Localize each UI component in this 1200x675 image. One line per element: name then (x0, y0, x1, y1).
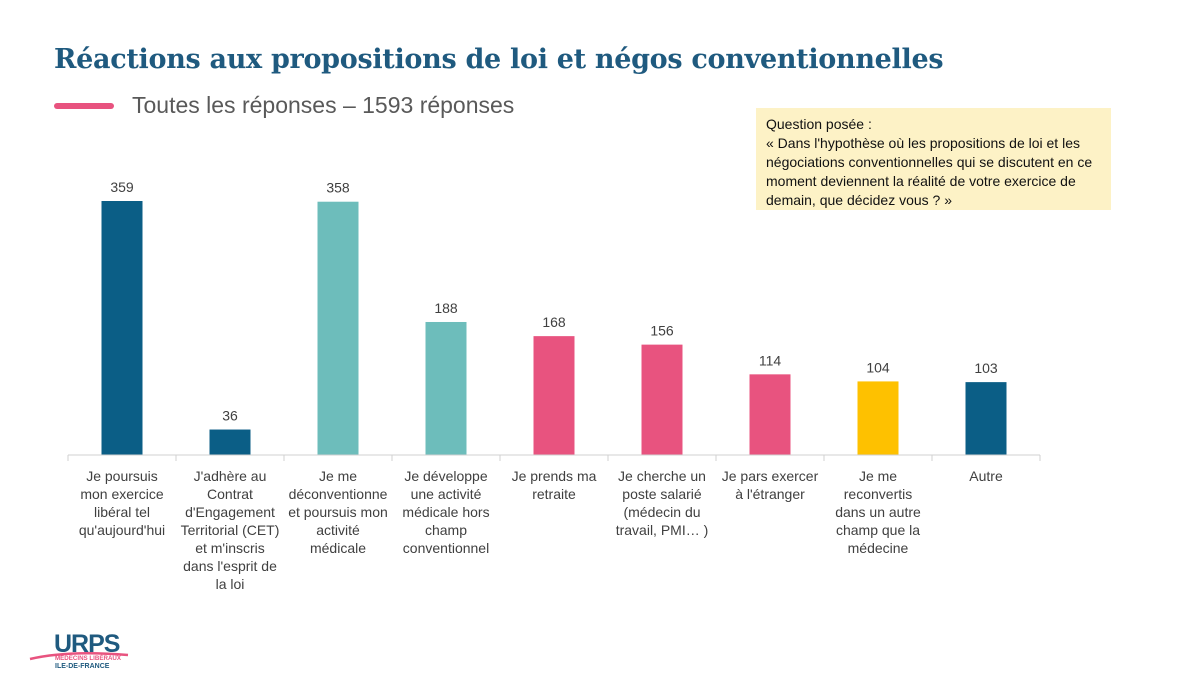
question-box: Question posée : « Dans l'hypothèse où l… (756, 108, 1111, 210)
logo-subtitle-2: ILE-DE-FRANCE (55, 663, 110, 670)
bar (641, 344, 683, 455)
category-label: Je me reconvertis dans un autre champ que l… (835, 468, 921, 556)
bar (533, 336, 575, 455)
legend: Toutes les réponses – 1593 réponses (54, 92, 514, 119)
legend-label: Toutes les réponses – 1593 réponses (132, 92, 515, 118)
category-label: Je développe une activité médicale hors cha… (402, 468, 489, 556)
bar (101, 201, 143, 455)
category-labels-group: Je poursuis mon exercice libéral tel qu'auj… (79, 468, 1003, 592)
category-label: Je cherche un poste salarié (médecin du tra… (616, 468, 709, 538)
bar-value-label: 114 (759, 352, 782, 368)
question-text: « Dans l'hypothèse où les propositions d… (766, 135, 1093, 208)
bar-value-label: 156 (650, 323, 674, 339)
bar-value-label: 104 (866, 359, 890, 375)
x-axis-ticks (67, 455, 1041, 461)
bar (209, 429, 251, 455)
legend-swatch (54, 102, 114, 109)
bar-value-label: 168 (542, 314, 566, 330)
value-labels-group: 359 36 358 188 168 156 114 104 103 (110, 179, 998, 424)
bars-group (101, 201, 1007, 455)
bar-value-label: 103 (974, 360, 998, 376)
category-label: Autre (969, 468, 1003, 484)
question-heading: Question posée : (766, 116, 872, 132)
category-label: Je prends ma retraite (512, 468, 597, 502)
bar-value-label: 358 (326, 180, 350, 196)
bar (965, 382, 1007, 455)
bar (749, 374, 791, 455)
bar-value-label: 188 (434, 300, 458, 316)
urps-logo: URPS MÉDECINS LIBÉRAUX ILE-DE-FRANCE (29, 630, 129, 670)
category-label: J'adhère au Contrat d'Engagement Territoria… (181, 468, 280, 592)
logo-subtitle-1: MÉDECINS LIBÉRAUX (55, 654, 122, 662)
bar-value-label: 36 (222, 408, 238, 424)
bar-value-label: 359 (110, 179, 134, 195)
bar (425, 321, 467, 455)
bar (857, 381, 899, 455)
category-label: Je me déconventionne et poursuis mon activi… (288, 468, 388, 556)
category-label: Je poursuis mon exercice libéral tel qu'auj… (79, 468, 165, 538)
category-label: Je pars exercer à l'étranger (722, 468, 819, 502)
bar (317, 201, 359, 455)
logo-swoosh (29, 651, 129, 661)
chart-title: Réactions aux propositions de loi et nég… (54, 44, 944, 75)
